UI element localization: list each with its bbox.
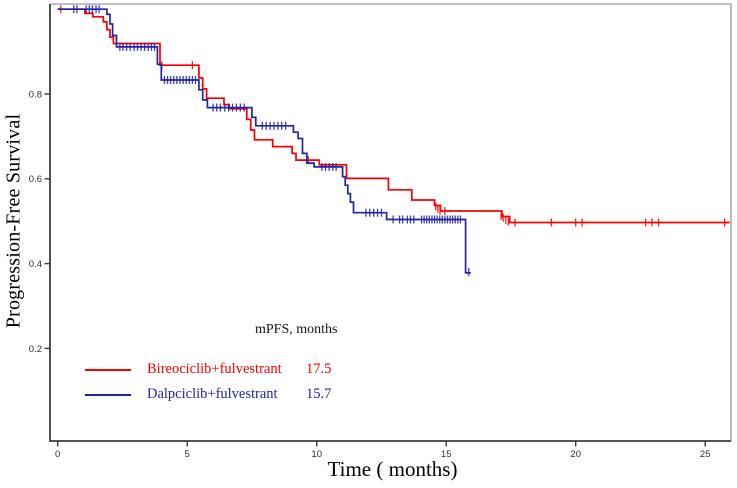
x-tick-label: 15	[441, 449, 452, 460]
y-axis-title: Progression-Free Survival	[2, 113, 25, 329]
x-axis-title: Time ( months)	[327, 457, 458, 481]
legend-line-swatch-blue	[85, 394, 131, 396]
plot-axes	[49, 4, 731, 442]
x-tick-label: 0	[55, 449, 60, 460]
y-tick-label: 0.6	[29, 174, 42, 185]
plot-frame	[50, 3, 732, 441]
legend-label: Dalpciclib+fulvestrant	[147, 386, 278, 402]
legend-header: mPFS, months	[255, 322, 338, 337]
legend-median-value: 17.5	[306, 361, 332, 377]
x-tick-label: 25	[700, 449, 711, 460]
y-tick-label: 0.2	[29, 344, 42, 355]
y-tick-label: 0.4	[29, 259, 42, 270]
legend-median-value: 15.7	[306, 386, 332, 402]
legend-label: Bireociclib+fulvestrant	[147, 361, 282, 377]
y-tick-label: 0.8	[29, 89, 42, 100]
survival-curve-blue	[57, 8, 471, 274]
survival-curve-red	[57, 8, 730, 224]
x-tick-label: 5	[185, 449, 190, 460]
legend-line-swatch-red	[85, 369, 131, 371]
x-tick-label: 20	[570, 449, 581, 460]
x-tick-label: 10	[311, 449, 322, 460]
